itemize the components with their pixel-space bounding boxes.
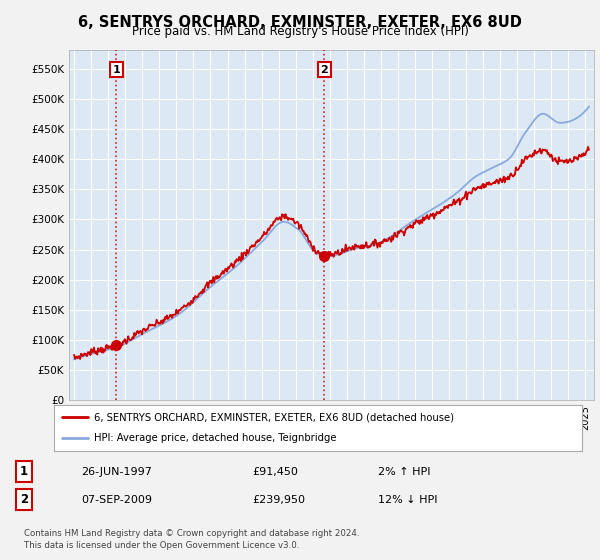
Text: 6, SENTRYS ORCHARD, EXMINSTER, EXETER, EX6 8UD: 6, SENTRYS ORCHARD, EXMINSTER, EXETER, E… bbox=[78, 15, 522, 30]
Text: 2: 2 bbox=[20, 493, 28, 506]
Text: 2% ↑ HPI: 2% ↑ HPI bbox=[378, 466, 431, 477]
Text: HPI: Average price, detached house, Teignbridge: HPI: Average price, detached house, Teig… bbox=[94, 433, 336, 444]
Text: 6, SENTRYS ORCHARD, EXMINSTER, EXETER, EX6 8UD (detached house): 6, SENTRYS ORCHARD, EXMINSTER, EXETER, E… bbox=[94, 412, 454, 422]
Text: £239,950: £239,950 bbox=[252, 494, 305, 505]
Text: 07-SEP-2009: 07-SEP-2009 bbox=[81, 494, 152, 505]
Text: 1: 1 bbox=[113, 65, 120, 74]
Text: Price paid vs. HM Land Registry's House Price Index (HPI): Price paid vs. HM Land Registry's House … bbox=[131, 25, 469, 38]
Text: £91,450: £91,450 bbox=[252, 466, 298, 477]
Text: 1: 1 bbox=[20, 465, 28, 478]
Text: 12% ↓ HPI: 12% ↓ HPI bbox=[378, 494, 437, 505]
Text: 2: 2 bbox=[320, 65, 328, 74]
Text: Contains HM Land Registry data © Crown copyright and database right 2024.
This d: Contains HM Land Registry data © Crown c… bbox=[24, 529, 359, 550]
Text: 26-JUN-1997: 26-JUN-1997 bbox=[81, 466, 152, 477]
